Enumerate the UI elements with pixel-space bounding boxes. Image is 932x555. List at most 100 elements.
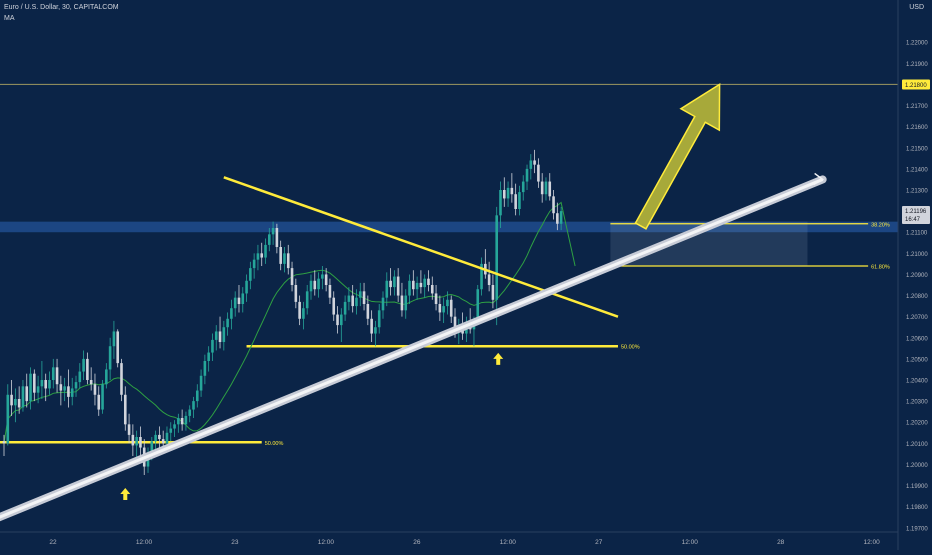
candle-body — [150, 441, 154, 454]
candle-body — [271, 228, 275, 235]
candle-body — [544, 181, 548, 195]
level-label: 50.00% — [621, 345, 640, 351]
candle-body — [540, 181, 544, 195]
candle-body — [525, 168, 529, 182]
candle-body — [233, 297, 237, 309]
support-arrow — [120, 488, 131, 500]
x-tick-label: 27 — [595, 539, 603, 546]
candle-body — [377, 310, 381, 328]
candle-body — [188, 409, 192, 416]
candle-body — [396, 276, 400, 296]
candle-body — [275, 228, 279, 247]
candle-body — [537, 164, 540, 182]
y-tick-label: 1.20000 — [906, 463, 928, 469]
y-tick-label: 1.21900 — [906, 62, 928, 68]
y-tick-label: 1.21300 — [906, 189, 928, 195]
candle-body — [381, 297, 385, 311]
candle-body — [226, 318, 229, 328]
candle-body — [434, 293, 438, 304]
candle-body — [446, 299, 449, 307]
candle-body — [400, 295, 404, 311]
candle-body — [131, 434, 135, 446]
candle-body — [302, 308, 305, 319]
candle-body — [313, 280, 317, 290]
y-tick-label: 1.20200 — [906, 421, 928, 427]
y-tick-label: 1.21100 — [906, 231, 928, 237]
candle-body — [419, 282, 423, 288]
y-tick-label: 1.21600 — [906, 125, 928, 131]
candle-body — [283, 253, 286, 264]
candle-body — [40, 380, 44, 387]
candle-body — [559, 211, 563, 224]
candle-body — [180, 418, 184, 425]
x-tick-label: 12:00 — [318, 539, 335, 546]
candle-body — [415, 282, 419, 290]
candle-body — [518, 192, 521, 209]
candle-body — [230, 308, 233, 319]
currency-label: USD — [909, 4, 924, 11]
indicator-label-ma[interactable]: MA — [4, 15, 15, 22]
trend-line-rising — [0, 178, 824, 519]
candle-body — [67, 386, 70, 397]
candle-body — [108, 346, 112, 370]
candle-body — [70, 388, 74, 397]
candle-body — [408, 280, 411, 296]
candle-body — [506, 187, 510, 199]
candle-body — [59, 384, 63, 391]
candle-body — [324, 274, 328, 285]
candle-body — [548, 181, 552, 197]
candle-body — [154, 434, 157, 442]
candle-body — [214, 331, 218, 340]
candle-body — [533, 160, 536, 165]
candle-body — [14, 399, 17, 406]
candle-body — [252, 259, 256, 269]
y-tick-label: 1.21000 — [906, 252, 928, 258]
candle-body — [491, 285, 495, 300]
candle-body — [268, 234, 271, 245]
candle-body — [480, 263, 483, 290]
price-label-value: 1.21196 — [905, 209, 927, 215]
level-label: 50.00% — [265, 441, 284, 447]
candle-body — [552, 196, 555, 214]
candle-body — [177, 418, 180, 425]
ma-line — [3, 201, 576, 444]
target-arrow — [634, 83, 721, 230]
y-tick-label: 1.20300 — [906, 400, 928, 406]
candle-body — [404, 295, 408, 311]
candle-body — [51, 367, 55, 380]
candle-body — [430, 285, 434, 294]
candle-body — [556, 213, 559, 224]
x-tick-label: 12:00 — [500, 539, 517, 546]
candle-body — [120, 363, 123, 395]
candle-body — [521, 181, 525, 193]
candle-body — [237, 297, 241, 304]
y-tick-label: 1.19700 — [906, 526, 928, 532]
candle-body — [514, 194, 517, 209]
y-tick-label: 1.20500 — [906, 357, 928, 363]
candle-body — [347, 295, 351, 302]
candle-body — [309, 280, 313, 292]
y-tick-label: 1.20400 — [906, 379, 928, 385]
candle-body — [438, 304, 442, 313]
candle-body — [279, 247, 282, 264]
candle-body — [192, 401, 195, 410]
candle-body — [298, 301, 301, 319]
level-label: 38.20% — [871, 222, 890, 228]
candle-body — [366, 304, 370, 319]
candle-body — [207, 352, 210, 361]
y-tick-label: 1.20900 — [906, 273, 928, 279]
candle-body — [423, 278, 426, 288]
candle-body — [123, 394, 127, 425]
candle-body — [358, 291, 362, 298]
candle-body — [158, 434, 161, 440]
candle-body — [93, 384, 97, 395]
candle-body — [343, 301, 347, 315]
candle-body — [105, 369, 108, 385]
candle-body — [165, 432, 169, 444]
candle-body — [211, 339, 214, 353]
candle-body — [495, 215, 498, 300]
candle-body — [351, 295, 354, 307]
candle-body — [101, 384, 104, 410]
